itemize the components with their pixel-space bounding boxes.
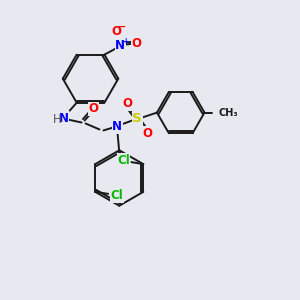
Text: O: O xyxy=(88,102,98,115)
Text: O: O xyxy=(131,37,141,50)
Text: Cl: Cl xyxy=(117,154,130,167)
Text: CH₃: CH₃ xyxy=(218,108,238,118)
Text: N: N xyxy=(115,39,125,52)
Text: O: O xyxy=(142,127,152,140)
Text: −: − xyxy=(118,22,126,32)
Text: S: S xyxy=(132,112,142,125)
Text: O: O xyxy=(122,97,132,110)
Text: +: + xyxy=(122,37,128,46)
Text: Cl: Cl xyxy=(111,189,123,202)
Text: N: N xyxy=(112,120,122,133)
Text: N: N xyxy=(59,112,69,125)
Text: O: O xyxy=(111,26,121,38)
Text: H: H xyxy=(52,113,61,126)
